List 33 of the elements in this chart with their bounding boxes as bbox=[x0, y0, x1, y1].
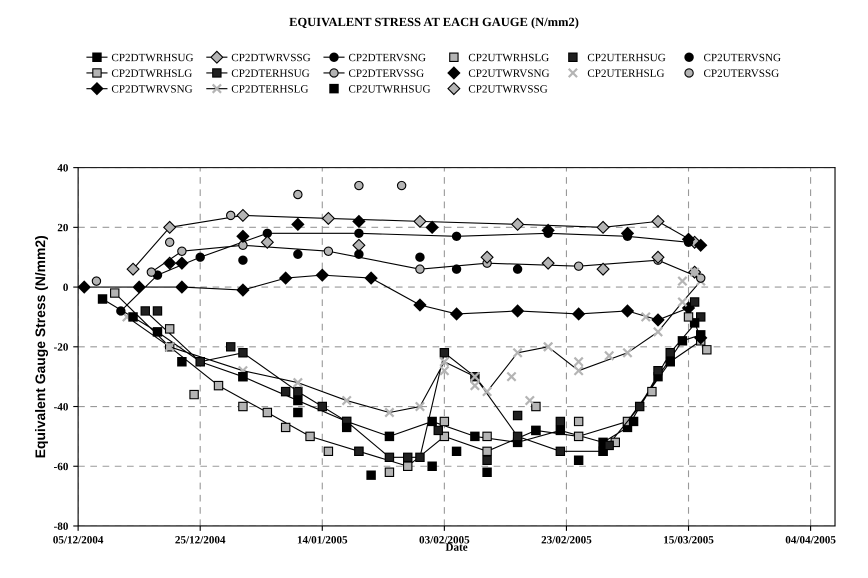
x-tick-label: 15/03/2005 bbox=[664, 536, 714, 544]
y-tick-label: -40 bbox=[54, 402, 68, 410]
legend-label: CP2DTWRVSSG bbox=[232, 54, 310, 62]
y-axis-title: Equivalent Gauge Stress (N/mm2) bbox=[35, 236, 48, 458]
legend-label: CP2DTWRVSNG bbox=[112, 85, 192, 93]
y-tick-label: -60 bbox=[54, 462, 68, 470]
legend-label: CP2DTWRHSUG bbox=[112, 54, 194, 62]
legend-label: CP2UTWRVSNG bbox=[468, 69, 550, 77]
x-tick-label: 03/02/2005 bbox=[419, 536, 470, 544]
y-tick-label: 40 bbox=[57, 164, 68, 172]
legend-label: CP2UTWRVSSG bbox=[468, 85, 548, 93]
legend-label: CP2UTERHSUG bbox=[588, 54, 666, 62]
x-tick-label: 23/02/2005 bbox=[542, 536, 592, 544]
legend-label: CP2DTERHSLG bbox=[232, 85, 308, 93]
legend-label: CP2UTERVSNG bbox=[704, 54, 781, 62]
legend-label: CP2UTWRHSLG bbox=[468, 54, 549, 62]
legend-label: CP2UTERHSLG bbox=[588, 69, 664, 77]
x-axis-title: Date bbox=[446, 543, 468, 551]
legend-label: CP2DTERVSNG bbox=[348, 54, 426, 62]
y-tick-label: -20 bbox=[54, 343, 68, 351]
y-tick-label: 20 bbox=[58, 224, 68, 232]
legend-label: CP2DTERVSSG bbox=[348, 69, 424, 77]
x-tick-label: 14/01/2005 bbox=[298, 536, 348, 544]
y-tick-label: -80 bbox=[54, 522, 68, 530]
x-tick-label: 25/12/2004 bbox=[175, 536, 226, 544]
x-tick-label: 04/04/2005 bbox=[786, 536, 836, 544]
legend-label: CP2UTERVSSG bbox=[704, 69, 779, 77]
legend-label: CP2UTWRHSUG bbox=[348, 85, 430, 93]
y-tick-label: 0 bbox=[63, 284, 68, 292]
chart-title: EQUIVALENT STRESS AT EACH GAUGE (N/mm2) bbox=[289, 17, 578, 29]
legend-label: CP2DTWRHSLG bbox=[112, 69, 192, 77]
legend-label: CP2DTERHSUG bbox=[232, 69, 310, 77]
x-tick-label: 05/12/2004 bbox=[53, 536, 104, 544]
